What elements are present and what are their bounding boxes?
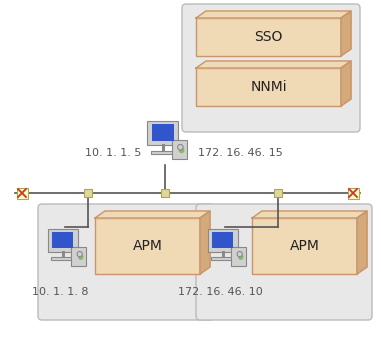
Circle shape xyxy=(239,255,243,259)
FancyBboxPatch shape xyxy=(171,140,187,159)
FancyBboxPatch shape xyxy=(208,229,238,252)
FancyBboxPatch shape xyxy=(48,229,78,252)
FancyBboxPatch shape xyxy=(84,189,92,197)
Text: 172. 16. 46. 10: 172. 16. 46. 10 xyxy=(178,287,263,297)
Polygon shape xyxy=(95,211,210,218)
Polygon shape xyxy=(341,61,351,106)
FancyBboxPatch shape xyxy=(71,247,86,266)
Circle shape xyxy=(79,255,83,259)
FancyBboxPatch shape xyxy=(161,189,169,197)
Polygon shape xyxy=(357,211,367,274)
Circle shape xyxy=(237,251,242,257)
FancyBboxPatch shape xyxy=(95,218,200,274)
Polygon shape xyxy=(196,61,351,68)
FancyBboxPatch shape xyxy=(274,189,282,197)
FancyBboxPatch shape xyxy=(231,247,246,266)
Circle shape xyxy=(179,148,184,153)
Text: NNMi: NNMi xyxy=(250,80,287,94)
FancyBboxPatch shape xyxy=(152,124,174,141)
FancyBboxPatch shape xyxy=(252,218,357,274)
Text: APM: APM xyxy=(133,239,162,253)
Circle shape xyxy=(178,144,183,150)
FancyBboxPatch shape xyxy=(147,121,178,145)
FancyBboxPatch shape xyxy=(211,257,234,260)
FancyBboxPatch shape xyxy=(196,204,372,320)
Circle shape xyxy=(77,251,82,257)
Text: 10. 1. 1. 8: 10. 1. 1. 8 xyxy=(32,287,88,297)
Text: APM: APM xyxy=(290,239,319,253)
FancyBboxPatch shape xyxy=(196,18,341,56)
FancyBboxPatch shape xyxy=(212,232,234,248)
FancyBboxPatch shape xyxy=(16,187,27,198)
FancyBboxPatch shape xyxy=(347,187,359,198)
Text: SSO: SSO xyxy=(254,30,283,44)
Text: 172. 16. 46. 15: 172. 16. 46. 15 xyxy=(198,148,282,158)
FancyBboxPatch shape xyxy=(51,257,74,260)
FancyBboxPatch shape xyxy=(38,204,214,320)
Polygon shape xyxy=(252,211,367,218)
Polygon shape xyxy=(341,11,351,56)
FancyBboxPatch shape xyxy=(151,151,175,154)
Polygon shape xyxy=(200,211,210,274)
FancyBboxPatch shape xyxy=(53,232,74,248)
Text: 10. 1. 1. 5: 10. 1. 1. 5 xyxy=(85,148,141,158)
FancyBboxPatch shape xyxy=(182,4,360,132)
Polygon shape xyxy=(196,11,351,18)
FancyBboxPatch shape xyxy=(196,68,341,106)
